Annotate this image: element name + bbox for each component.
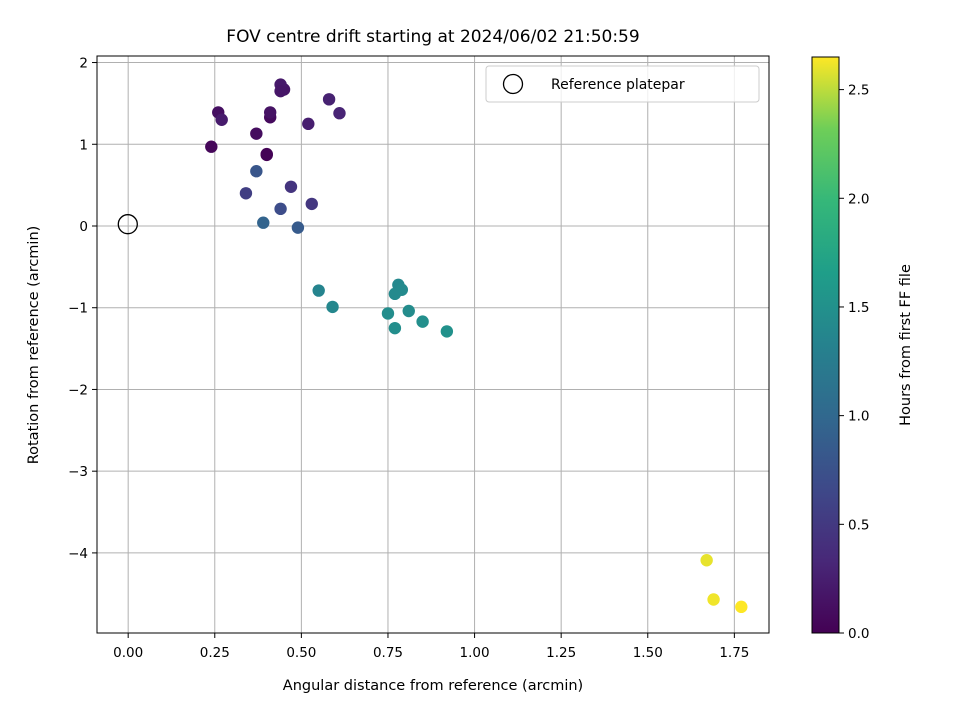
data-point [250,165,263,178]
x-tick-label: 1.50 [633,645,663,661]
y-tick-label: 2 [79,56,88,72]
x-tick-label: 0.25 [200,645,230,661]
plot-area-frame [96,55,770,634]
data-point [388,321,402,335]
x-axis-label: Angular distance from reference (arcmin) [283,678,583,694]
data-point [302,117,315,131]
x-axis-ticks: 0.00 0.25 0.50 0.75 1.00 1.25 1.50 1.75 [113,633,749,661]
data-point [205,140,218,153]
data-point [700,554,713,567]
x-tick-label: 0.75 [373,645,403,661]
data-point [263,106,277,119]
data-point [416,315,429,328]
data-point [260,147,273,161]
y-axis-label: Rotation from reference (arcmin) [26,226,42,465]
x-tick-label: 0.00 [113,645,143,661]
data-point [284,180,298,193]
data-point [735,600,748,614]
data-point [250,127,263,140]
x-tick-label: 1.75 [719,645,749,661]
legend-reference-marker [502,73,524,95]
reference-platepar-marker [117,214,138,235]
data-points [205,78,748,614]
data-point [291,221,305,234]
y-tick-label: 0 [79,219,88,235]
y-axis-ticks: 2 1 0 −1 −2 −3 −4 [68,56,97,562]
grid [97,56,769,633]
legend-entry-reference-platepar: Reference platepar [551,77,685,93]
colorbar-ticks: 0.0 0.5 1.0 1.5 2.0 2.5 [839,83,869,642]
data-point [440,325,454,338]
data-point [312,284,325,297]
data-point [402,304,415,318]
data-point [215,113,228,126]
colorbar-tick-label: 2.5 [848,83,869,99]
x-tick-label: 1.25 [546,645,576,661]
y-tick-label: −4 [68,546,88,562]
data-point [239,187,253,200]
colorbar-tick-label: 0.0 [848,626,869,642]
y-tick-label: −3 [68,464,88,480]
x-tick-label: 0.50 [286,645,316,661]
y-tick-label: −2 [68,382,88,398]
data-point [388,287,402,301]
y-tick-label: −1 [68,301,88,317]
legend-box [485,65,760,103]
data-point [333,107,346,120]
chart-title: FOV centre drift starting at 2024/06/02 … [226,27,639,47]
data-point [707,593,720,606]
data-point [257,216,270,229]
data-point [305,197,318,211]
y-tick-label: 1 [79,137,88,153]
data-point [274,84,287,98]
x-tick-label: 1.00 [460,645,490,661]
data-point [274,202,287,216]
data-point [322,93,336,106]
colorbar-tick-label: 1.0 [848,409,869,425]
data-point [326,300,339,314]
colorbar-tick-label: 2.0 [848,191,869,207]
colorbar [811,56,840,634]
colorbar-tick-label: 1.5 [848,300,869,316]
data-point [381,307,395,320]
legend: Reference platepar [485,65,760,103]
colorbar-tick-label: 0.5 [848,517,869,533]
colorbar-label: Hours from first FF file [898,264,914,426]
